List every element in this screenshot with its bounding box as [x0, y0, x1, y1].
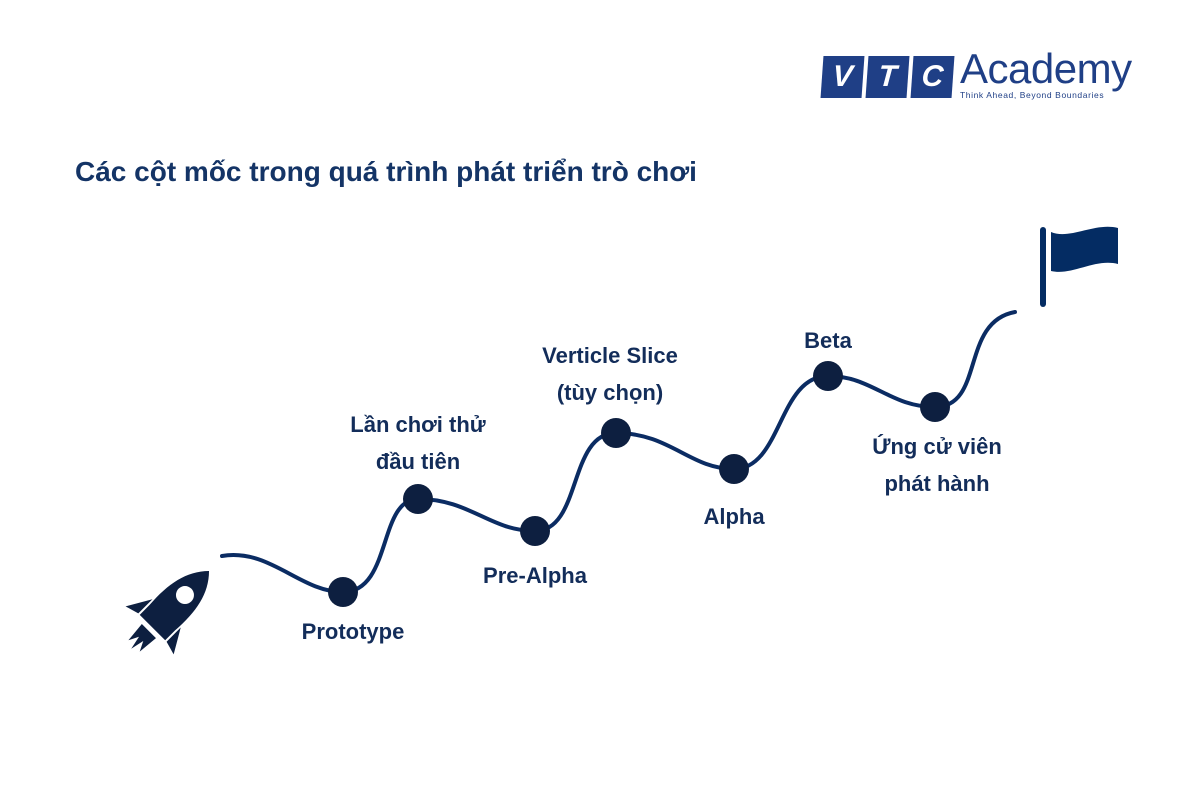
- milestone-dot: [813, 361, 843, 391]
- milestone-dot: [403, 484, 433, 514]
- milestone-dot: [328, 577, 358, 607]
- milestone-label-beta: Beta: [804, 328, 852, 353]
- page-title: Các cột mốc trong quá trình phát triển t…: [75, 156, 697, 187]
- milestone-label-alpha: Alpha: [703, 504, 765, 529]
- rocket-icon: [125, 570, 210, 655]
- vtc-academy-logo: V T C Academy Think Ahead, Beyond Bounda…: [820, 48, 1142, 101]
- flag-icon: [1040, 226, 1118, 307]
- logo-name: Academy: [960, 45, 1132, 92]
- logo-tagline: Think Ahead, Beyond Boundaries: [960, 90, 1105, 100]
- milestone-label-prototype: Prototype: [301, 619, 405, 644]
- milestone-dot: [520, 516, 550, 546]
- milestone-dot: [920, 392, 950, 422]
- milestone-dot: [719, 454, 749, 484]
- milestone-dot: [601, 418, 631, 448]
- milestone-label-release-candidate: Ứng cử viên phát hành: [872, 434, 1002, 496]
- milestone-label-first-playtest: Lần chơi thử đầu tiên: [350, 412, 486, 474]
- milestone-label-vertical-slice: Verticle Slice (tùy chọn): [542, 343, 678, 405]
- milestone-label-pre-alpha: Pre-Alpha: [483, 563, 587, 588]
